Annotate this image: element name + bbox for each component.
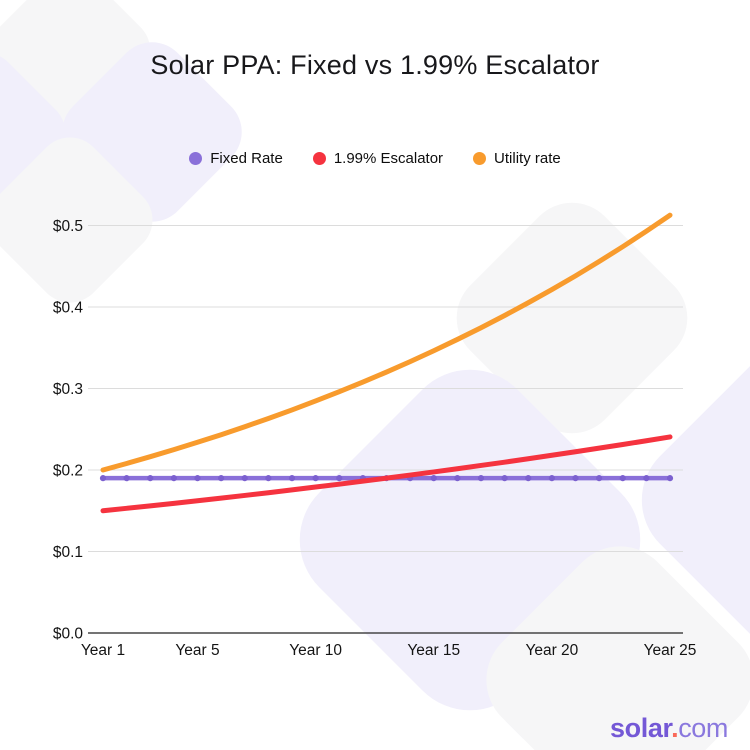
legend-item-utility-rate: Utility rate bbox=[473, 150, 561, 167]
legend-label: 1.99% Escalator bbox=[333, 150, 444, 167]
series-marker bbox=[241, 475, 248, 482]
series-marker bbox=[312, 475, 319, 482]
y-tick-label: $0.3 bbox=[53, 381, 83, 398]
y-tick-label: $0.2 bbox=[53, 463, 83, 480]
x-tick-label: Year 10 bbox=[289, 642, 342, 659]
series-marker bbox=[218, 475, 225, 482]
legend-label: Utility rate bbox=[494, 150, 561, 167]
x-tick-label: Year 25 bbox=[644, 642, 697, 659]
legend-color-dot bbox=[473, 152, 487, 165]
series-marker bbox=[336, 475, 343, 482]
series-line-1-99-escalator bbox=[100, 434, 673, 514]
series-marker bbox=[265, 475, 272, 482]
solar-com-logo: solar.com bbox=[610, 713, 728, 744]
series-marker bbox=[501, 475, 508, 482]
series-marker bbox=[477, 475, 485, 482]
y-tick-label: $0.0 bbox=[53, 626, 84, 643]
series-marker bbox=[430, 475, 437, 482]
series-marker bbox=[288, 475, 296, 482]
series-marker bbox=[170, 475, 177, 482]
chart-legend: Fixed Rate 1.99% Escalator Utility rate bbox=[0, 150, 750, 167]
series-marker bbox=[123, 475, 130, 482]
x-tick-label: Year 5 bbox=[175, 642, 219, 659]
series-marker bbox=[548, 475, 555, 482]
series-marker bbox=[619, 475, 626, 482]
x-tick-label: Year 20 bbox=[525, 642, 578, 659]
logo-text-com: com bbox=[678, 713, 728, 743]
series-marker bbox=[596, 475, 603, 482]
chart-title: Solar PPA: Fixed vs 1.99% Escalator bbox=[150, 50, 600, 80]
series-marker bbox=[572, 475, 579, 482]
legend-item-fixed-rate: Fixed Rate bbox=[189, 150, 283, 167]
y-tick-label: $0.1 bbox=[53, 544, 83, 561]
x-tick-label: Year 1 bbox=[81, 642, 125, 659]
series-marker bbox=[147, 475, 154, 482]
series-marker bbox=[454, 475, 461, 482]
legend-color-dot bbox=[189, 152, 203, 165]
x-tick-label: Year 15 bbox=[407, 642, 460, 659]
y-tick-label: $0.5 bbox=[53, 218, 83, 235]
series-marker bbox=[666, 475, 674, 482]
series-marker bbox=[99, 475, 107, 482]
legend-color-dot bbox=[312, 152, 326, 165]
y-tick-label: $0.4 bbox=[53, 300, 84, 317]
logo-dot: . bbox=[671, 713, 679, 743]
series-line-utility-rate bbox=[100, 212, 673, 473]
series-marker bbox=[194, 475, 201, 482]
series-marker bbox=[643, 475, 650, 482]
legend-item-1-99-escalator: 1.99% Escalator bbox=[312, 150, 444, 167]
logo-text-solar: solar bbox=[610, 713, 672, 743]
legend-label: Fixed Rate bbox=[210, 150, 283, 167]
series-marker bbox=[525, 475, 532, 482]
